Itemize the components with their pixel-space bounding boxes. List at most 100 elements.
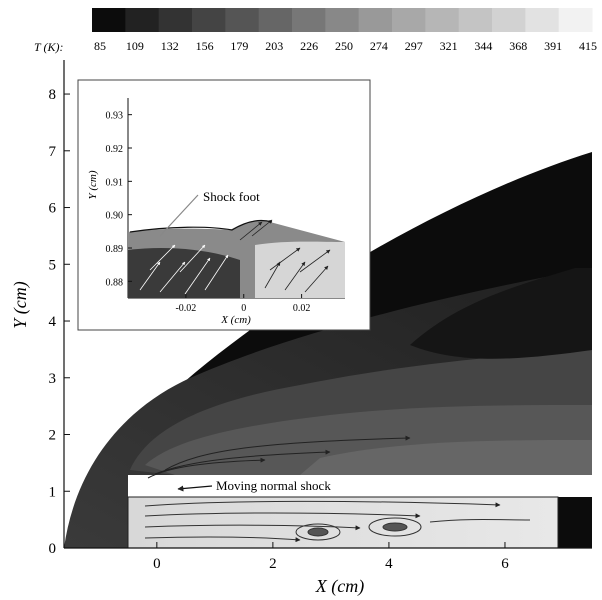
vortex: [295, 523, 341, 541]
colorbar-swatch: [292, 8, 326, 32]
streamline: [144, 536, 301, 543]
colorbar-swatch: [392, 8, 426, 32]
colorbar-title: T (K):: [34, 40, 63, 54]
colorbar-swatch: [492, 8, 526, 32]
colorbar-swatch: [358, 8, 393, 32]
colorbar-tick-label: 203: [265, 39, 283, 53]
colorbar-swatch: [192, 8, 226, 32]
inset-x-axis-title: X (cm): [220, 314, 251, 326]
vortex: [368, 517, 422, 537]
inset-y-axis-title: Y (cm): [87, 170, 99, 199]
inset-x-tick-label: 0: [241, 303, 246, 314]
y-tick-label: 6: [49, 201, 57, 217]
inset-shock-foot-arrow: [159, 194, 199, 237]
x-tick-label: 4: [385, 556, 393, 572]
main-axes: [63, 60, 592, 549]
inset-vector: [269, 247, 301, 271]
inset-vector: [184, 257, 211, 295]
vortex: [307, 527, 329, 537]
inset-flow-region-dark: [128, 248, 240, 298]
x-axis-ticks: 0 2 4 6: [153, 542, 509, 572]
x-tick-label: 6: [501, 556, 509, 572]
streamline: [144, 500, 501, 508]
x-tick-label: 2: [269, 556, 277, 572]
y-axis-ticks: 0 1 2 3 4 5 6 7 8: [49, 87, 70, 557]
inset-y-tick-label: 0.93: [106, 111, 124, 122]
colorbar-tick-label: 321: [440, 39, 458, 53]
streamline: [147, 457, 266, 479]
colorbar-tick-label: 179: [230, 39, 248, 53]
colorbar-tick-label: 85: [94, 39, 106, 53]
y-tick-label: 2: [49, 428, 57, 444]
inset-x-tick-label: 0.02: [293, 303, 311, 314]
colorbar-swatch: [125, 8, 160, 32]
colorbar-tick-label: 297: [405, 39, 423, 53]
inset-vector: [149, 244, 176, 271]
streamline: [144, 524, 361, 531]
y-tick-label: 5: [49, 257, 57, 273]
y-tick-label: 7: [49, 144, 57, 160]
streamline: [144, 512, 421, 519]
annotation-arrow: [177, 485, 213, 492]
hot-core-region: [410, 268, 592, 359]
colorbar-swatch: [525, 8, 560, 32]
colorbar-tick-label: 156: [196, 39, 214, 53]
colorbar-swatch: [425, 8, 460, 32]
inset-y-tick-label: 0.88: [106, 277, 124, 288]
inset-shock-line: [129, 219, 273, 233]
colorbar-tick-label: 132: [161, 39, 179, 53]
colorbar-tick-label: 226: [300, 39, 318, 53]
colorbar-tick-label: 274: [370, 39, 388, 53]
colorbar-swatch: [92, 8, 126, 32]
inset-y-tick-label: 0.89: [106, 244, 124, 255]
y-tick-label: 0: [49, 541, 57, 557]
y-tick-label: 4: [49, 314, 57, 330]
annotation-shock-foot: Shock foot: [203, 189, 260, 204]
inset-y-axis-ticks: 0.88 0.89 0.90 0.91 0.92 0.93: [106, 111, 132, 288]
inset-y-tick-label: 0.91: [106, 177, 124, 188]
moving-shock-gap: [128, 475, 592, 497]
colorbar-swatch: [325, 8, 360, 32]
inset-vector: [264, 261, 281, 289]
colorbar-swatch: [258, 8, 293, 32]
colorbar-tick-label: 415: [579, 39, 597, 53]
colorbar-tick-label: 344: [474, 39, 492, 53]
colorbar-swatch: [158, 8, 193, 32]
inset-vector: [251, 219, 273, 237]
colorbar-tick-label: 250: [335, 39, 353, 53]
inset-y-tick-label: 0.92: [106, 144, 124, 155]
y-tick-label: 1: [49, 484, 57, 500]
colorbar-labels: 85 109 132 156 179 203 226 250 274 297 321 344 368 39…: [94, 39, 597, 53]
streamline: [429, 519, 531, 523]
channel-region: [127, 496, 559, 549]
inset-vector: [284, 261, 306, 291]
contour-band-3: [300, 440, 592, 475]
inset-vector: [179, 244, 206, 273]
inset-x-axis-ticks: -0.02 0 0.02: [175, 294, 310, 314]
y-tick-label: 3: [49, 371, 57, 387]
colorbar: [92, 8, 593, 32]
inset-vector: [304, 265, 329, 293]
inset-y-tick-label: 0.90: [106, 211, 124, 222]
inset-vector: [159, 261, 186, 293]
y-tick-label: 8: [49, 87, 57, 103]
colorbar-tick-label: 368: [509, 39, 527, 53]
colorbar-tick-label: 391: [544, 39, 562, 53]
y-axis-title: Y (cm): [10, 281, 31, 329]
colorbar-swatch: [458, 8, 493, 32]
vortex: [382, 522, 408, 532]
streamline: [164, 435, 411, 471]
x-tick-label: 0: [153, 556, 161, 572]
colorbar-swatch: [225, 8, 260, 32]
inset-x-tick-label: -0.02: [175, 303, 196, 314]
inset-vector: [299, 249, 331, 273]
colorbar-swatch: [558, 8, 593, 32]
x-axis-title: X (cm): [315, 576, 364, 597]
inset-panel: [77, 79, 371, 331]
inset-vector: [139, 261, 161, 291]
inset-vector: [239, 221, 263, 241]
colorbar-tick-label: 109: [126, 39, 144, 53]
streamline: [154, 449, 331, 475]
inset-vector: [204, 254, 229, 291]
